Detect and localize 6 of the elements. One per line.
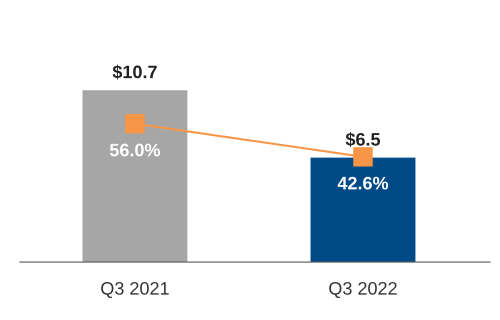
x-tick-label: Q3 2022 [329, 282, 397, 298]
data-label: 42.6% [338, 176, 388, 190]
x-tick-label: Q3 2021 [101, 282, 169, 298]
data-label: 56.0% [110, 144, 160, 156]
data-label: $6.5 [346, 132, 380, 147]
data-label: $10.7 [112, 64, 157, 80]
